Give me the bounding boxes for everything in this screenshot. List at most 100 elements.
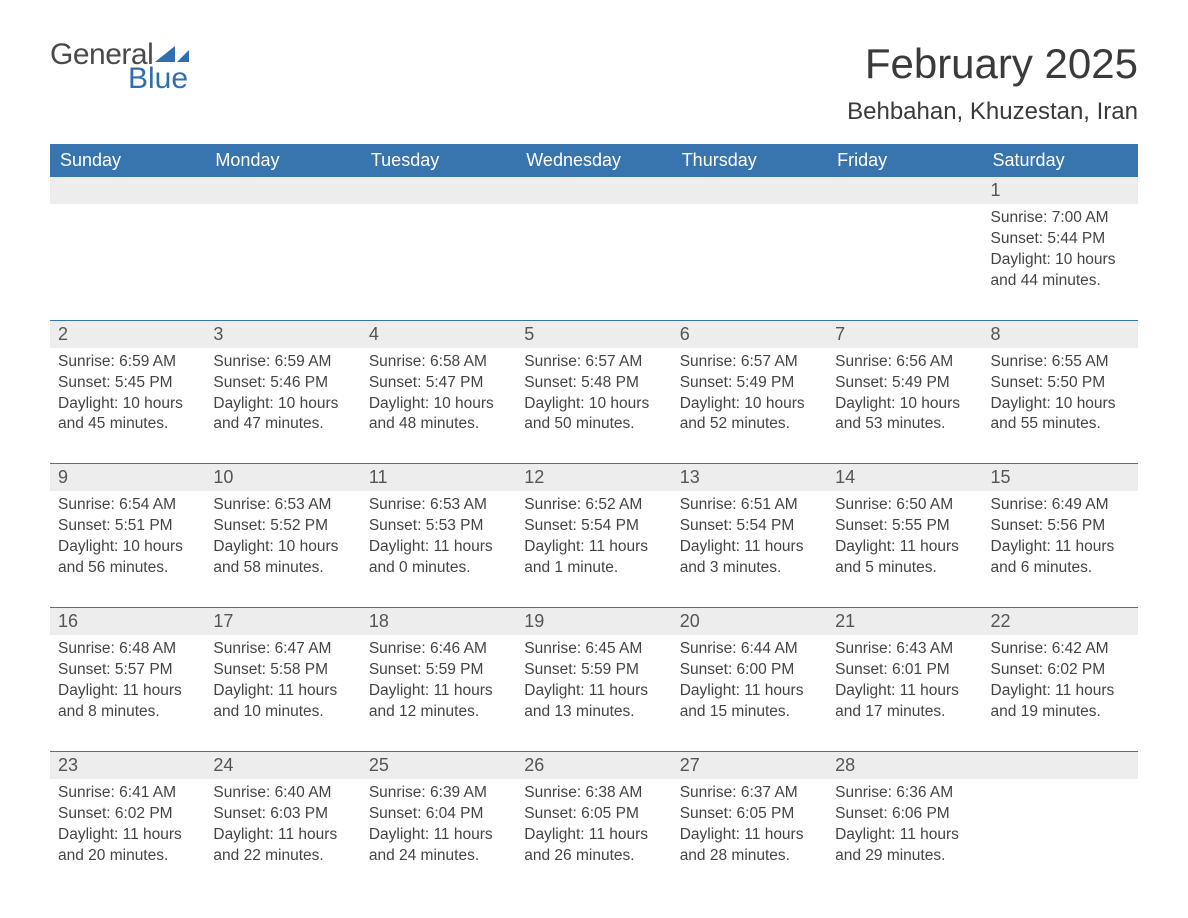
day-of-week-header: Saturday [983, 144, 1138, 177]
sunset-text: Sunset: 6:02 PM [991, 660, 1130, 681]
day-number-row: 2345678 [50, 321, 1138, 348]
day-number-row: 16171819202122 [50, 608, 1138, 635]
sunrise-text: Sunrise: 6:56 AM [835, 352, 974, 373]
day-detail: Sunrise: 6:46 AMSunset: 5:59 PMDaylight:… [361, 635, 516, 751]
day-detail: Sunrise: 6:54 AMSunset: 5:51 PMDaylight:… [50, 491, 205, 607]
daylight-text: Daylight: 11 hours and 5 minutes. [835, 537, 974, 579]
empty-day-number [516, 177, 671, 204]
day-number: 26 [516, 752, 671, 779]
sunrise-text: Sunrise: 6:54 AM [58, 495, 197, 516]
day-detail: Sunrise: 6:52 AMSunset: 5:54 PMDaylight:… [516, 491, 671, 607]
day-number: 5 [516, 321, 671, 348]
day-of-week-header: Thursday [672, 144, 827, 177]
day-number: 27 [672, 752, 827, 779]
day-number: 2 [50, 321, 205, 348]
day-number: 22 [983, 608, 1138, 635]
daylight-text: Daylight: 10 hours and 58 minutes. [213, 537, 352, 579]
day-detail-row: Sunrise: 6:48 AMSunset: 5:57 PM Daylight:… [50, 635, 1138, 751]
calendar-page: General Blue February 2025 Behbahan, Khu… [0, 0, 1188, 914]
day-detail-row: Sunrise: 6:54 AMSunset: 5:51 PMDaylight:… [50, 491, 1138, 607]
daylight-text: Daylight: 11 hours and 1 minute. [524, 537, 663, 579]
day-number: 9 [50, 464, 205, 491]
daylight-text: Daylight: 10 hours and 44 minutes. [991, 250, 1130, 292]
day-number: 11 [361, 464, 516, 491]
empty-day-number [205, 177, 360, 204]
daylight-text: Daylight: 11 hours and 0 minutes. [369, 537, 508, 579]
empty-day-detail [50, 204, 205, 320]
sunset-text: Sunset: 5:55 PM [835, 516, 974, 537]
day-number: 12 [516, 464, 671, 491]
sunset-text: Sunset: 6:01 PM [835, 660, 974, 681]
day-number: 7 [827, 321, 982, 348]
sunset-text: Sunset: 5:53 PM [369, 516, 508, 537]
sunset-text: Sunset: 5:49 PM [835, 373, 974, 394]
daylight-text: Daylight: 11 hours and 10 minutes. [213, 681, 352, 723]
sunset-text: Sunset: 6:03 PM [213, 804, 352, 825]
day-number: 16 [50, 608, 205, 635]
empty-day-number [983, 752, 1138, 779]
day-of-week-header: Sunday [50, 144, 205, 177]
day-detail: Sunrise: 6:43 AMSunset: 6:01 PMDaylight:… [827, 635, 982, 751]
sunrise-text: Sunrise: 6:38 AM [524, 783, 663, 804]
day-number: 24 [205, 752, 360, 779]
day-number-row: 9101112131415 [50, 464, 1138, 491]
location-subtitle: Behbahan, Khuzestan, Iran [847, 98, 1138, 126]
day-detail: Sunrise: 6:48 AMSunset: 5:57 PMDaylight:… [50, 635, 205, 751]
sunrise-text: Sunrise: 6:39 AM [369, 783, 508, 804]
empty-day-detail [361, 204, 516, 320]
sunset-text: Sunset: 5:57 PM [58, 660, 197, 681]
day-detail: Sunrise: 6:44 AMSunset: 6:00 PMDaylight:… [672, 635, 827, 751]
sunrise-text: Sunrise: 6:52 AM [524, 495, 663, 516]
day-detail: Sunrise: 6:37 AMSunset: 6:05 PMDaylight:… [672, 779, 827, 875]
day-number: 3 [205, 321, 360, 348]
day-number: 28 [827, 752, 982, 779]
calendar-body: 1Sunrise: 7:00 AMSunset: 5:44 PMDaylight… [50, 177, 1138, 874]
day-of-week-header-row: SundayMondayTuesdayWednesdayThursdayFrid… [50, 144, 1138, 177]
sunrise-text: Sunrise: 6:48 AM [58, 639, 197, 660]
day-detail: Sunrise: 6:36 AMSunset: 6:06 PMDaylight:… [827, 779, 982, 875]
sunrise-text: Sunrise: 6:41 AM [58, 783, 197, 804]
daylight-text: Daylight: 11 hours and 12 minutes. [369, 681, 508, 723]
sunrise-text: Sunrise: 6:59 AM [213, 352, 352, 373]
sunset-text: Sunset: 5:44 PM [991, 229, 1130, 250]
day-of-week-header: Tuesday [361, 144, 516, 177]
daylight-text: Daylight: 10 hours and 52 minutes. [680, 394, 819, 436]
month-title: February 2025 [847, 40, 1138, 88]
empty-day-number [361, 177, 516, 204]
sunset-text: Sunset: 5:48 PM [524, 373, 663, 394]
day-number: 6 [672, 321, 827, 348]
sunrise-text: Sunrise: 6:53 AM [369, 495, 508, 516]
day-number: 25 [361, 752, 516, 779]
sunset-text: Sunset: 5:47 PM [369, 373, 508, 394]
day-number: 19 [516, 608, 671, 635]
sunset-text: Sunset: 5:56 PM [991, 516, 1130, 537]
daylight-text: Daylight: 10 hours and 55 minutes. [991, 394, 1130, 436]
day-detail: Sunrise: 6:41 AMSunset: 6:02 PMDaylight:… [50, 779, 205, 875]
page-header: General Blue February 2025 Behbahan, Khu… [50, 40, 1138, 126]
day-detail: Sunrise: 6:53 AMSunset: 5:52 PMDaylight:… [205, 491, 360, 607]
day-number: 8 [983, 321, 1138, 348]
sunrise-text: Sunrise: 6:36 AM [835, 783, 974, 804]
sunrise-text: Sunrise: 6:42 AM [991, 639, 1130, 660]
sunrise-text: Sunrise: 6:49 AM [991, 495, 1130, 516]
day-detail: Sunrise: 6:45 AMSunset: 5:59 PMDaylight:… [516, 635, 671, 751]
daylight-text: Daylight: 11 hours and 26 minutes. [524, 825, 663, 867]
sunset-text: Sunset: 5:59 PM [524, 660, 663, 681]
sunrise-text: Sunrise: 6:57 AM [524, 352, 663, 373]
day-number: 10 [205, 464, 360, 491]
sunset-text: Sunset: 5:45 PM [58, 373, 197, 394]
daylight-text: Daylight: 11 hours and 29 minutes. [835, 825, 974, 867]
day-of-week-header: Monday [205, 144, 360, 177]
sunset-text: Sunset: 5:58 PM [213, 660, 352, 681]
day-detail: Sunrise: 6:59 AMSunset: 5:46 PMDaylight:… [205, 348, 360, 464]
daylight-text: Daylight: 10 hours and 50 minutes. [524, 394, 663, 436]
daylight-text: Daylight: 11 hours and 13 minutes. [524, 681, 663, 723]
day-of-week-header: Wednesday [516, 144, 671, 177]
day-number: 15 [983, 464, 1138, 491]
sunset-text: Sunset: 5:52 PM [213, 516, 352, 537]
empty-day-detail [827, 204, 982, 320]
day-number: 18 [361, 608, 516, 635]
daylight-text: Daylight: 10 hours and 56 minutes. [58, 537, 197, 579]
day-detail-row: Sunrise: 6:59 AM Sunset: 5:45 PM Daylight:… [50, 348, 1138, 464]
day-detail: Sunrise: 6:40 AMSunset: 6:03 PMDaylight:… [205, 779, 360, 875]
